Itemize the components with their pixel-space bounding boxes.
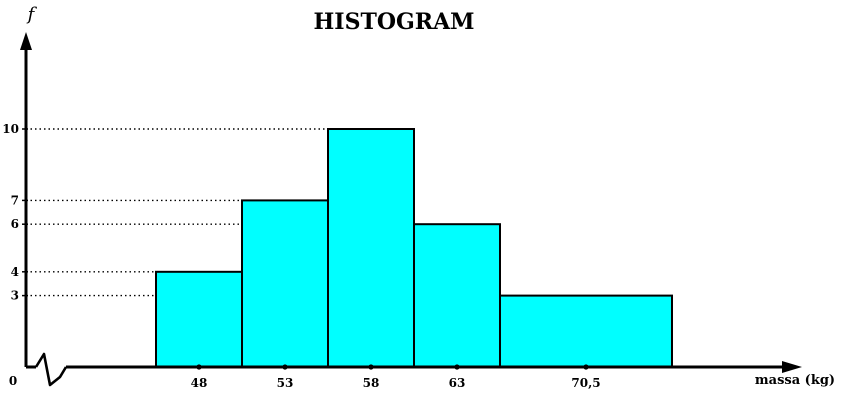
y-axis-arrow — [20, 32, 32, 50]
chart-title: HISTOGRAM — [314, 9, 475, 35]
x-tick-label-48: 48 — [191, 376, 208, 390]
tick-labels: 3 4 6 7 10 48 53 58 63 70,5 — [2, 122, 600, 390]
x-tick-mark-58 — [368, 364, 374, 370]
x-tick-mark-48 — [196, 364, 202, 370]
y-tick-label-7: 7 — [11, 193, 19, 207]
y-tick-label-10: 10 — [2, 122, 19, 136]
x-axis-break — [34, 352, 68, 387]
x-tick-label-63: 63 — [449, 376, 466, 390]
bar-48 — [155, 270, 243, 368]
bar-53 — [241, 199, 329, 368]
bar-58 — [327, 128, 415, 368]
x-tick-mark-53 — [282, 364, 288, 370]
y-tick-label-3: 3 — [11, 289, 19, 303]
y-axis-label: f — [26, 4, 38, 25]
x-tick-mark-63 — [454, 364, 460, 370]
histogram-bars — [155, 128, 673, 369]
x-axis-label: massa (kg) — [755, 373, 835, 388]
dotted-guides — [26, 128, 500, 297]
origin-label: 0 — [9, 374, 17, 388]
bar-63 — [413, 223, 501, 368]
x-tick-label-58: 58 — [363, 376, 380, 390]
axes — [20, 32, 802, 387]
y-tick-label-4: 4 — [11, 265, 19, 279]
bar-70,5 — [499, 294, 673, 369]
x-tick-label-53: 53 — [277, 376, 294, 390]
x-tick-label-70,5: 70,5 — [571, 376, 600, 390]
y-tick-label-6: 6 — [11, 217, 19, 231]
x-axis-arrow — [782, 361, 802, 373]
x-tick-mark-70,5 — [583, 364, 589, 370]
